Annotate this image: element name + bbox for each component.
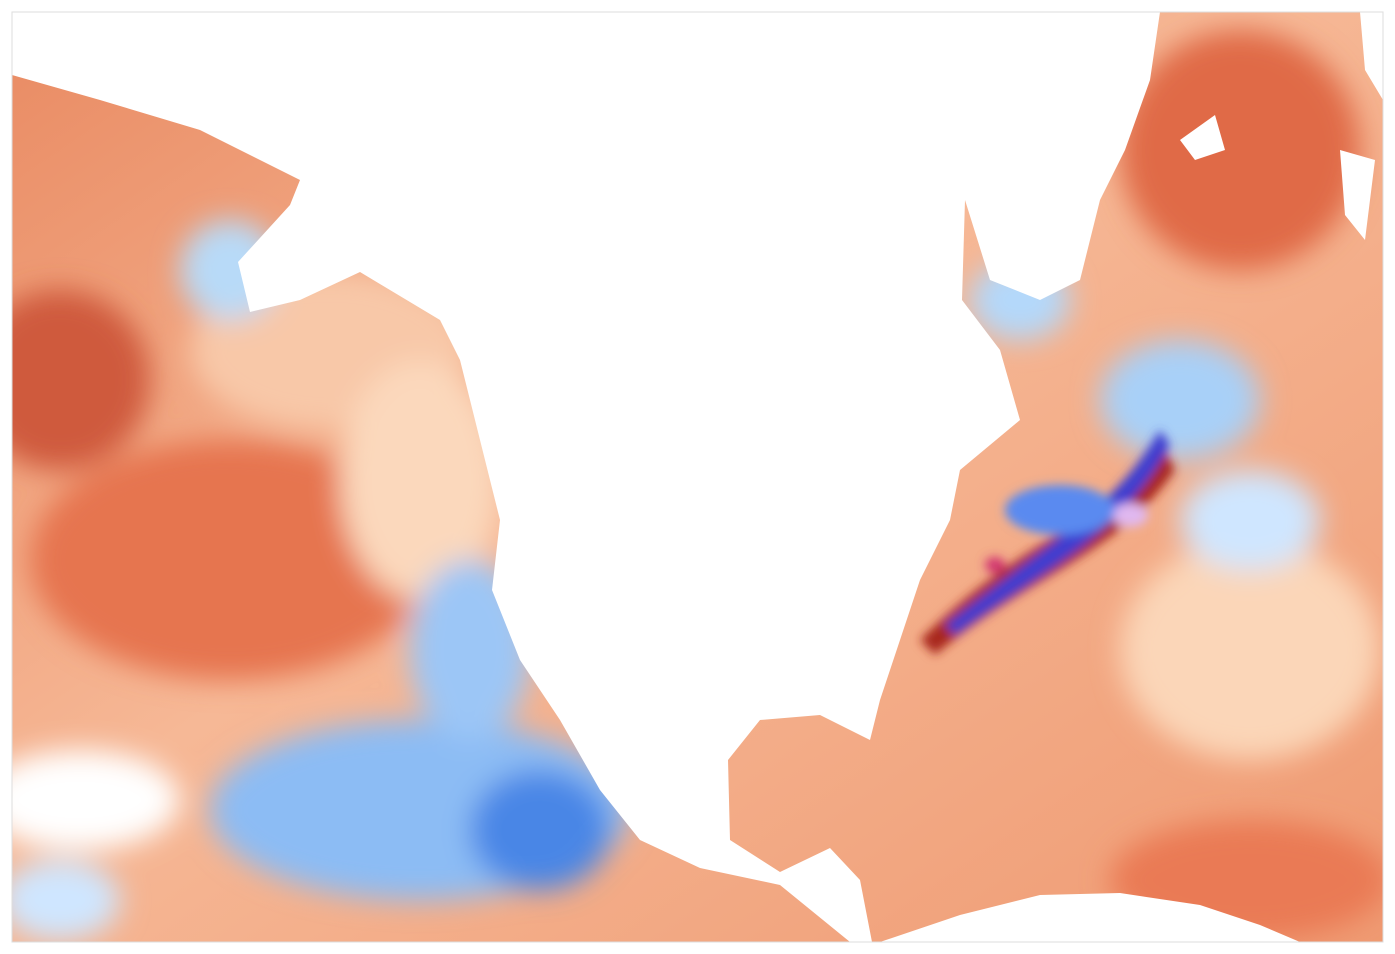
cool-patch <box>1005 485 1115 535</box>
europe <box>1180 12 1383 240</box>
cool-patch <box>1100 340 1260 460</box>
warm-patch <box>1120 30 1360 270</box>
cold-patch <box>470 770 610 890</box>
warm-patch <box>30 440 430 680</box>
map-body <box>12 12 1383 942</box>
cool-patch <box>12 860 120 940</box>
mild-patch <box>1120 540 1380 760</box>
neutral-patch <box>12 750 180 850</box>
map-frame <box>11 11 1384 943</box>
anomaly-field <box>12 30 1383 940</box>
cold-filament <box>945 430 1170 635</box>
cold-core <box>1112 503 1148 527</box>
gulf-stream <box>920 430 1175 655</box>
warm-core <box>985 557 1005 573</box>
north-america <box>12 12 1160 942</box>
mild-patch <box>340 360 500 600</box>
south-america <box>880 893 1300 942</box>
cool-patch <box>1180 470 1320 570</box>
warm-patch <box>12 290 150 470</box>
